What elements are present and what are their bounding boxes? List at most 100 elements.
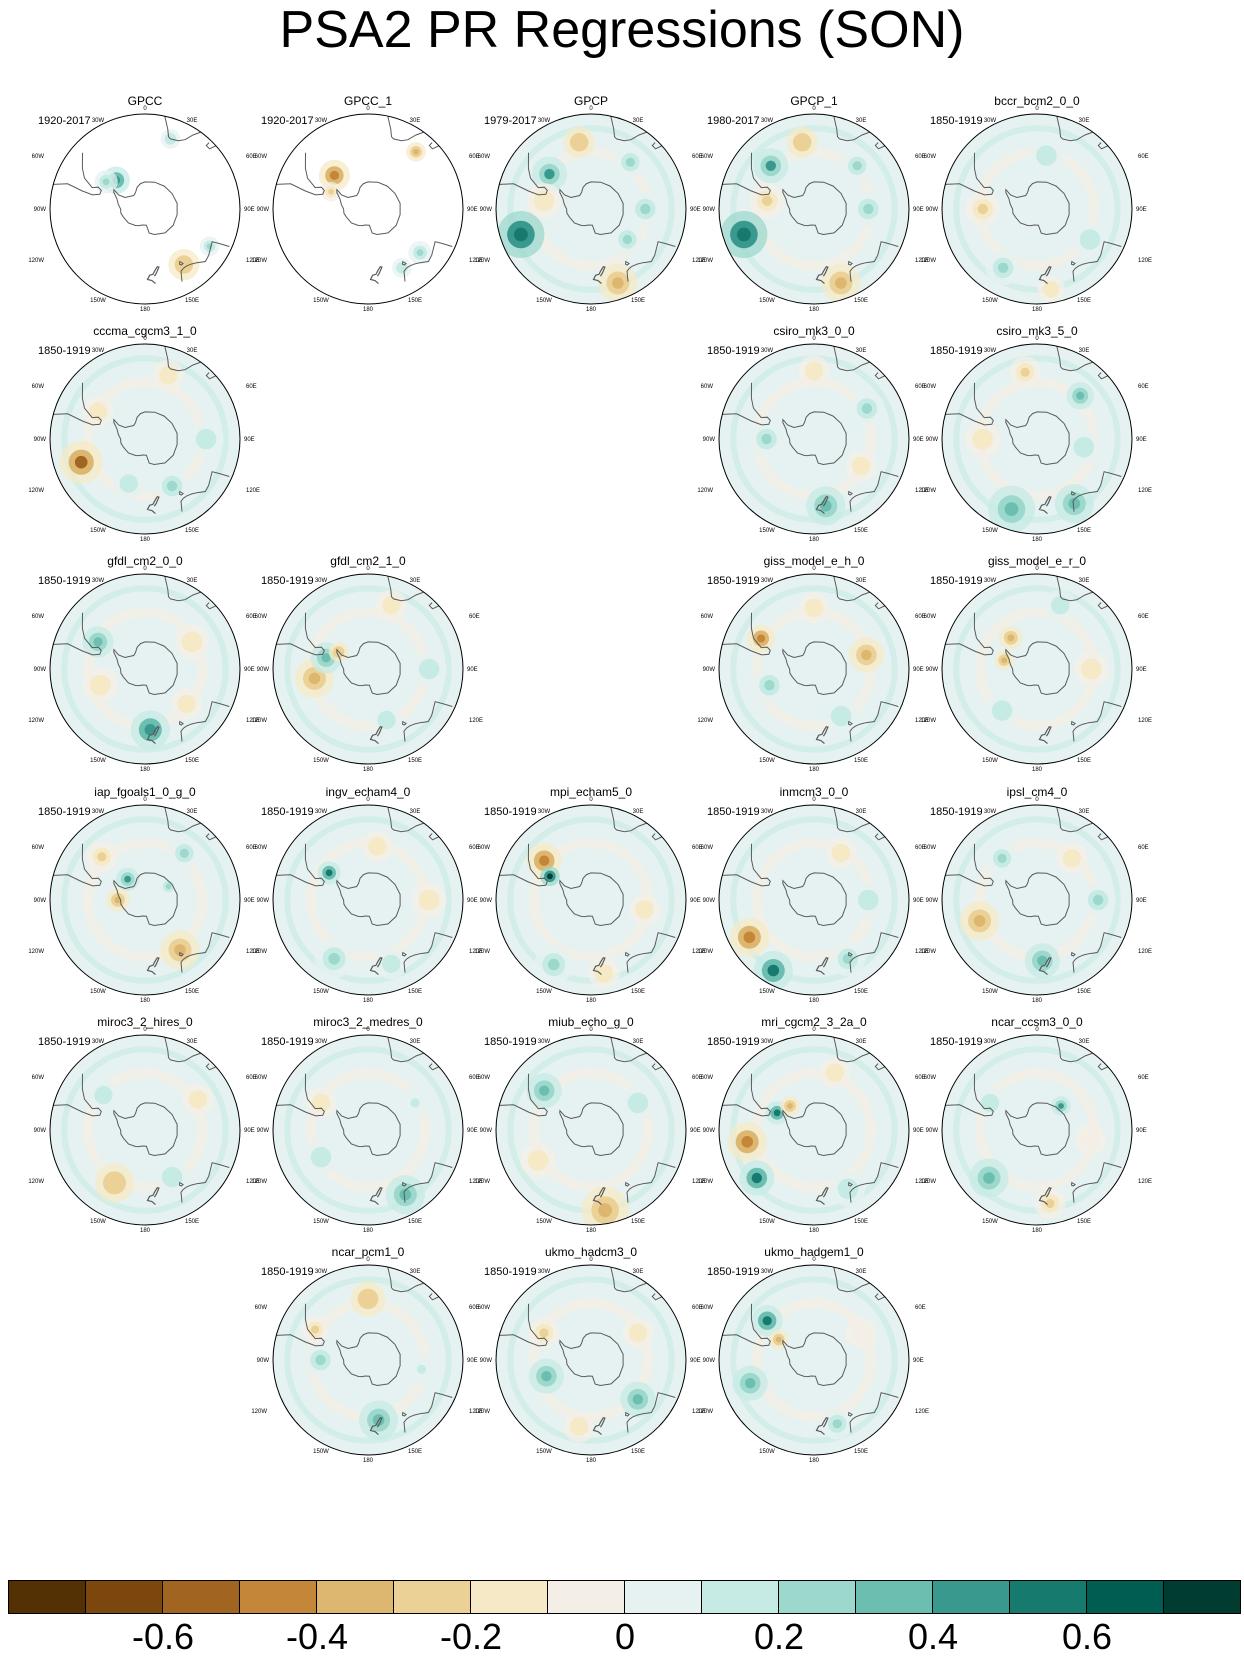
panel-period: 1979-2017 <box>484 115 537 127</box>
longitude-label: 120E <box>915 1409 929 1415</box>
longitude-label: 30E <box>856 578 867 584</box>
panel-period: 1850-1919 <box>707 575 760 587</box>
colorbar-tick-label: 0.2 <box>753 1616 805 1657</box>
longitude-label: 30W <box>538 1269 551 1275</box>
australia-coastline <box>180 1162 230 1203</box>
africa-coastline <box>833 345 870 372</box>
longitude-label: 120E <box>1138 718 1152 724</box>
longitude-label: 0 <box>1035 1027 1039 1033</box>
longitude-label: 150E <box>185 989 199 995</box>
longitude-label: 0 <box>143 1027 147 1033</box>
anomaly-core <box>632 1394 643 1405</box>
map-panel: csiro_mk3_0_0 1850-1919 0 30W 30E 60W 60E 90W 90… <box>697 324 929 554</box>
anomaly-core <box>416 249 424 256</box>
longitude-label: 30E <box>856 118 867 124</box>
anomaly-core <box>775 1336 782 1343</box>
anomaly-core <box>514 227 528 242</box>
longitude-label: 0 <box>812 106 816 112</box>
anomaly-core <box>416 1364 427 1374</box>
longitude-label: 150W <box>982 528 998 534</box>
anomaly-core <box>861 403 873 414</box>
longitude-label: 60E <box>1138 1075 1149 1081</box>
longitude-label: 60E <box>1138 614 1149 620</box>
longitude-label: 60E <box>915 845 926 851</box>
map-panel: ingv_echam4_0 1850-1919 0 30W 30E 60W 60E 90W 90… <box>251 785 483 1015</box>
longitude-label: 120W <box>920 949 936 955</box>
longitude-label: 150W <box>982 1219 998 1225</box>
longitude-label: 120E <box>469 718 483 724</box>
anomaly-core <box>539 855 550 866</box>
longitude-label: 30W <box>92 578 105 584</box>
africa-coastline <box>387 1266 424 1293</box>
anomaly-core <box>861 649 872 661</box>
south-america-coastline <box>276 612 325 656</box>
longitude-label: 60W <box>478 1075 491 1081</box>
anomaly-core <box>863 203 874 215</box>
polar-map: 0 30W 30E 60W 60E 90W 90E 120W 120E 150W 150E 180 <box>251 106 483 313</box>
longitude-label: 120E <box>692 258 706 264</box>
longitude-label: 30W <box>538 1039 551 1045</box>
anomaly-core <box>830 1068 840 1078</box>
longitude-label: 30E <box>410 118 421 124</box>
map-outline <box>718 343 910 535</box>
longitude-label: 90E <box>913 667 924 673</box>
longitude-label: 60W <box>924 1075 937 1081</box>
longitude-label: 90E <box>913 898 924 904</box>
longitude-label: 30W <box>538 118 551 124</box>
south-america-coastline <box>53 843 102 887</box>
field-ring <box>953 816 1121 984</box>
longitude-label: 90E <box>913 207 924 213</box>
antarctica-coastline <box>1005 872 1070 927</box>
australia-coastline <box>403 1392 453 1433</box>
longitude-label: 150E <box>631 1449 645 1455</box>
anomaly-core <box>1092 894 1104 906</box>
colorbar-box <box>855 1580 933 1614</box>
south-america-coastline <box>722 612 771 656</box>
longitude-label: 120W <box>28 488 44 494</box>
australia-coastline <box>626 241 676 282</box>
africa-coastline <box>387 806 424 833</box>
longitude-label: 180 <box>363 307 374 313</box>
anomaly-core <box>985 1098 995 1108</box>
longitude-label: 90W <box>34 898 47 904</box>
longitude-label: 120W <box>28 718 44 724</box>
new-zealand-coastline <box>592 266 606 285</box>
map-background <box>719 574 909 764</box>
map-outline <box>941 1034 1133 1226</box>
map-outline <box>941 343 1133 535</box>
longitude-label: 30E <box>633 1269 644 1275</box>
colorbar-box <box>1086 1580 1164 1614</box>
longitude-label: 120E <box>915 718 929 724</box>
longitude-label: 150E <box>631 1219 645 1225</box>
longitude-label: 30E <box>856 1269 867 1275</box>
longitude-label: 150E <box>408 758 422 764</box>
africa-coastline <box>1056 575 1093 602</box>
longitude-label: 120E <box>469 1409 483 1415</box>
south-america-coastline <box>722 382 771 426</box>
longitude-label: 90W <box>34 667 47 673</box>
longitude-label: 60W <box>478 154 491 160</box>
longitude-label: 120W <box>28 1179 44 1185</box>
longitude-label: 150W <box>759 298 775 304</box>
anomaly-core <box>832 1419 842 1429</box>
longitude-label: 150E <box>408 989 422 995</box>
longitude-label: 30W <box>761 1039 774 1045</box>
panel-period: 1980-2017 <box>707 115 760 127</box>
longitude-label: 150E <box>185 298 199 304</box>
tasmania-coastline <box>1070 1181 1076 1187</box>
longitude-label: 120W <box>920 488 936 494</box>
longitude-label: 150E <box>631 989 645 995</box>
panel-period: 1850-1919 <box>930 115 983 127</box>
longitude-label: 180 <box>1032 998 1043 1004</box>
australia-coastline <box>180 471 230 512</box>
longitude-label: 120W <box>28 949 44 955</box>
anomaly-core <box>765 160 776 171</box>
australia-coastline <box>403 701 453 742</box>
polar-map: 0 30W 30E 60W 60E 90W 90E 120W 120E 150W 150E 180 <box>28 797 260 1004</box>
panel-period: 1850-1919 <box>930 345 983 357</box>
anomaly-core <box>102 178 110 186</box>
africa-coastline <box>387 1036 424 1063</box>
madagascar-coastline <box>874 372 890 380</box>
field-ring <box>61 585 229 753</box>
colorbar: -0.6 -0.4 -0.2 0 0.2 0.4 0.6 <box>0 1580 1244 1659</box>
